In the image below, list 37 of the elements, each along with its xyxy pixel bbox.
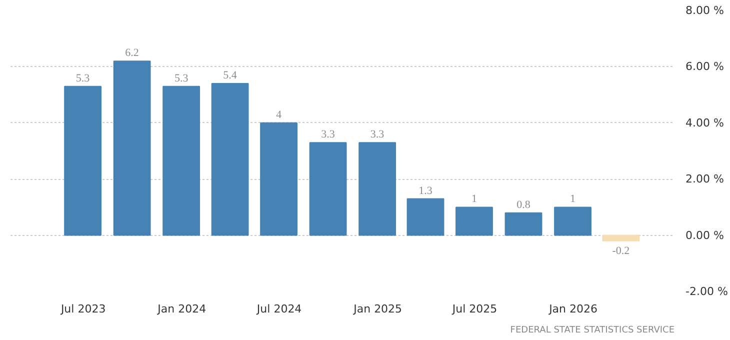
x-tick-label: Jul 2024 bbox=[256, 302, 302, 316]
bar bbox=[456, 206, 493, 236]
y-tick-label: -2.00 % bbox=[686, 285, 728, 298]
data-label: 5.3 bbox=[76, 72, 90, 84]
bar bbox=[162, 86, 200, 236]
text: FEDERAL STATE STATISTICS SERVICE bbox=[510, 326, 675, 336]
data-label: 0.8 bbox=[516, 198, 531, 211]
data-label: 1 bbox=[570, 193, 576, 206]
data-label: -0.2 bbox=[612, 244, 630, 257]
bar bbox=[504, 212, 542, 236]
bar bbox=[113, 60, 151, 236]
x-tick-label: Jan 2024 bbox=[156, 302, 206, 316]
data-label: 3.3 bbox=[321, 128, 336, 141]
bar bbox=[554, 206, 592, 236]
bar bbox=[406, 198, 444, 236]
x-tick-label: Jan 2026 bbox=[548, 302, 598, 316]
y-tick-label: 0.00 % bbox=[686, 228, 724, 242]
bar bbox=[602, 234, 640, 242]
bar bbox=[211, 83, 249, 236]
bar bbox=[358, 142, 396, 236]
bar bbox=[64, 86, 102, 236]
bar bbox=[309, 142, 347, 236]
data-label: 3.3 bbox=[370, 128, 385, 141]
y-tick-label: 2.00 % bbox=[686, 172, 724, 186]
y-tick-label: 8.00 % bbox=[686, 4, 724, 17]
bar bbox=[260, 122, 298, 236]
data-label: 4 bbox=[276, 108, 282, 121]
data-label: 6.2 bbox=[125, 47, 139, 60]
y-tick-label: 6.00 % bbox=[686, 60, 724, 74]
x-tick-label: Jul 2023 bbox=[60, 302, 106, 316]
data-label: 1 bbox=[471, 193, 477, 206]
data-label: 1.3 bbox=[418, 184, 433, 197]
data-label: 5.3 bbox=[174, 72, 189, 84]
x-tick-label: Jul 2025 bbox=[451, 302, 498, 316]
x-tick-label: Jan 2025 bbox=[352, 302, 402, 316]
y-tick-label: 4.00 % bbox=[686, 116, 724, 130]
data-label: 5.4 bbox=[223, 70, 238, 82]
